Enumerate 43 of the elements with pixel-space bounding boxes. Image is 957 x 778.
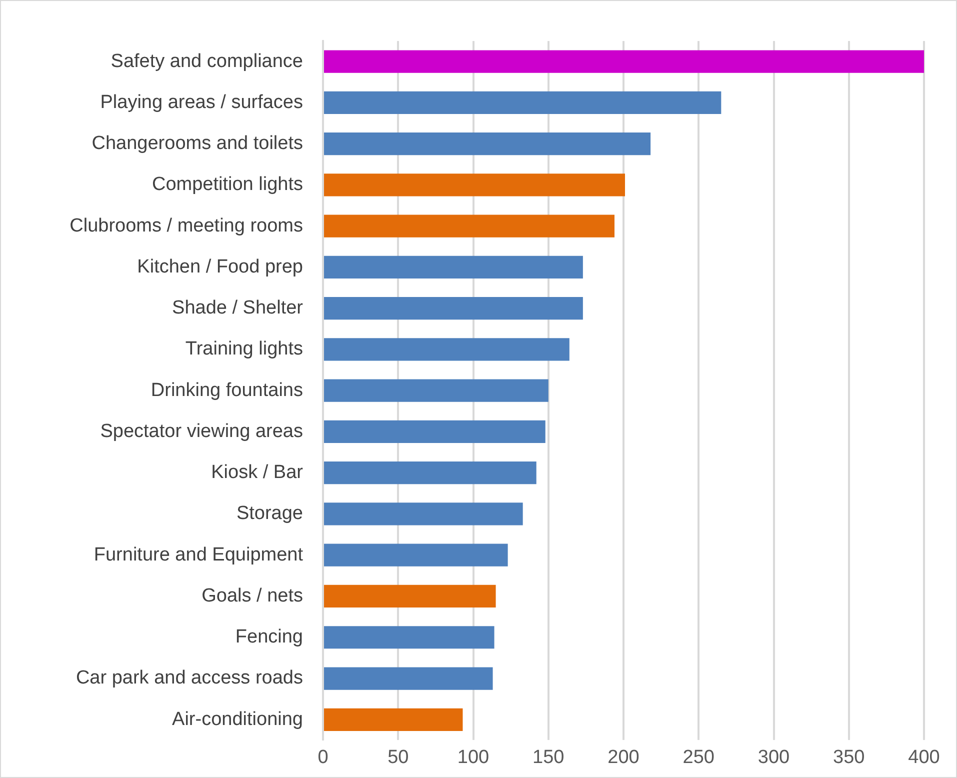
x-tick-label: 400: [908, 746, 940, 768]
x-tick-label: 200: [608, 746, 640, 768]
y-tick-label: Safety and compliance: [110, 50, 303, 72]
x-tick-label: 300: [758, 746, 790, 768]
x-tick-label: 250: [682, 746, 714, 768]
y-tick-label: Playing areas / surfaces: [100, 92, 303, 113]
bar: [324, 256, 583, 279]
y-tick-label: Fencing: [235, 626, 303, 648]
x-tick-label: 350: [833, 746, 865, 768]
bar: [324, 338, 570, 361]
y-tick-label: Clubrooms / meeting rooms: [70, 215, 303, 236]
x-tick-label: 100: [457, 746, 490, 768]
y-tick-label: Car park and access roads: [76, 668, 303, 689]
y-tick-label: Kiosk / Bar: [211, 462, 304, 484]
x-tick-label: 150: [532, 746, 564, 768]
y-tick-label: Furniture and Equipment: [94, 544, 304, 566]
x-tick-label: 0: [318, 746, 328, 768]
bar: [324, 132, 651, 156]
y-tick-label: Spectator viewing areas: [100, 420, 303, 442]
y-tick-label: Drinking fountains: [150, 380, 303, 401]
bar: [324, 50, 924, 73]
x-tick-label: 50: [388, 746, 409, 768]
y-tick-label: Storage: [236, 503, 303, 524]
bar: [324, 297, 583, 320]
bar: [324, 667, 493, 690]
bar: [324, 379, 548, 402]
bar: [324, 462, 536, 484]
y-tick-label: Shade / Shelter: [172, 298, 304, 319]
y-tick-label: Changerooms and toilets: [92, 133, 303, 154]
bar: [324, 91, 722, 114]
bar: [324, 626, 494, 649]
bar: [324, 708, 463, 731]
bar: [324, 174, 626, 196]
bar: [324, 214, 614, 238]
bar: [324, 584, 496, 608]
bar: [324, 544, 508, 566]
bar: [324, 420, 546, 444]
bar: [324, 502, 523, 526]
y-tick-label: Goals / nets: [202, 585, 303, 606]
y-tick-label: Air-conditioning: [172, 708, 303, 730]
y-tick-label: Training lights: [185, 338, 303, 360]
y-tick-label: Kitchen / Food prep: [137, 256, 303, 278]
y-tick-label: Competition lights: [152, 174, 303, 196]
